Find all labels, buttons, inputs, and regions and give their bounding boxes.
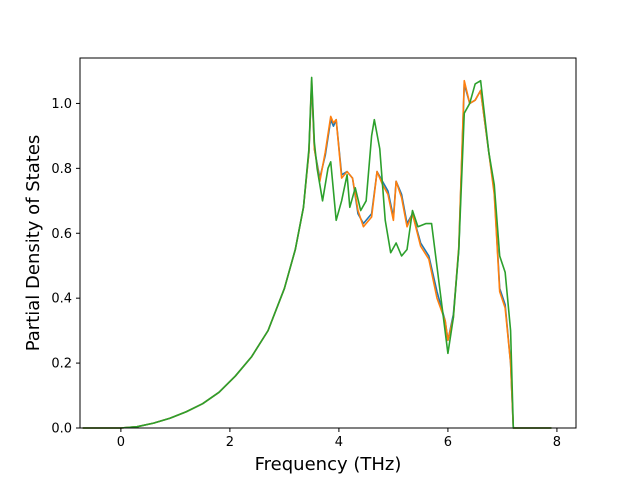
series-layer	[82, 76, 552, 429]
series-line-3	[82, 76, 552, 429]
x-tick-label: 2	[226, 435, 234, 450]
y-tick-label: 0.2	[51, 357, 72, 372]
y-tick-label: 0.4	[51, 292, 72, 307]
y-axis-label: Partial Density of States	[23, 135, 44, 352]
x-tick-label: 8	[553, 435, 561, 450]
x-axis-label: Frequency (THz)	[255, 454, 402, 475]
plot-area	[80, 58, 576, 428]
y-tick-label: 1.0	[51, 97, 72, 112]
x-tick-label: 6	[444, 435, 452, 450]
x-tick-label: 4	[335, 435, 343, 450]
ticks-layer: 0 2 4 6 8 0.0 0.2 0.4 0.6 0.8 1.0	[51, 97, 561, 450]
y-tick-label: 0.0	[51, 422, 72, 437]
plot-frame	[79, 57, 577, 429]
y-tick-label: 0.8	[51, 162, 72, 177]
x-tick-label: 0	[117, 435, 125, 450]
y-tick-label: 0.6	[51, 227, 72, 242]
